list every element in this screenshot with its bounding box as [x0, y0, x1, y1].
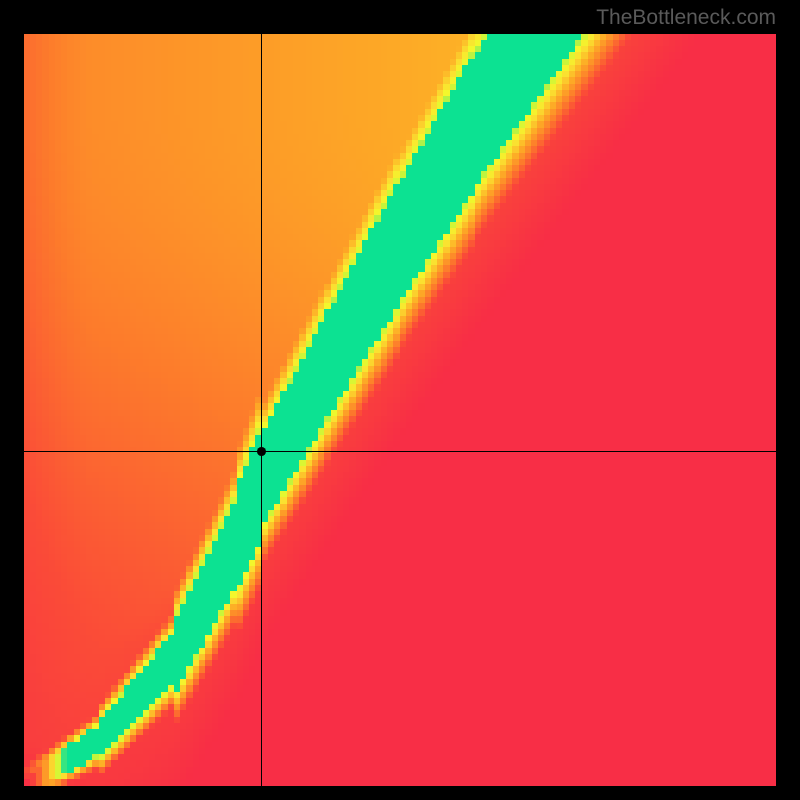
bottleneck-heatmap — [24, 34, 776, 786]
figure-container: TheBottleneck.com — [0, 0, 800, 800]
watermark-text: TheBottleneck.com — [596, 6, 776, 30]
